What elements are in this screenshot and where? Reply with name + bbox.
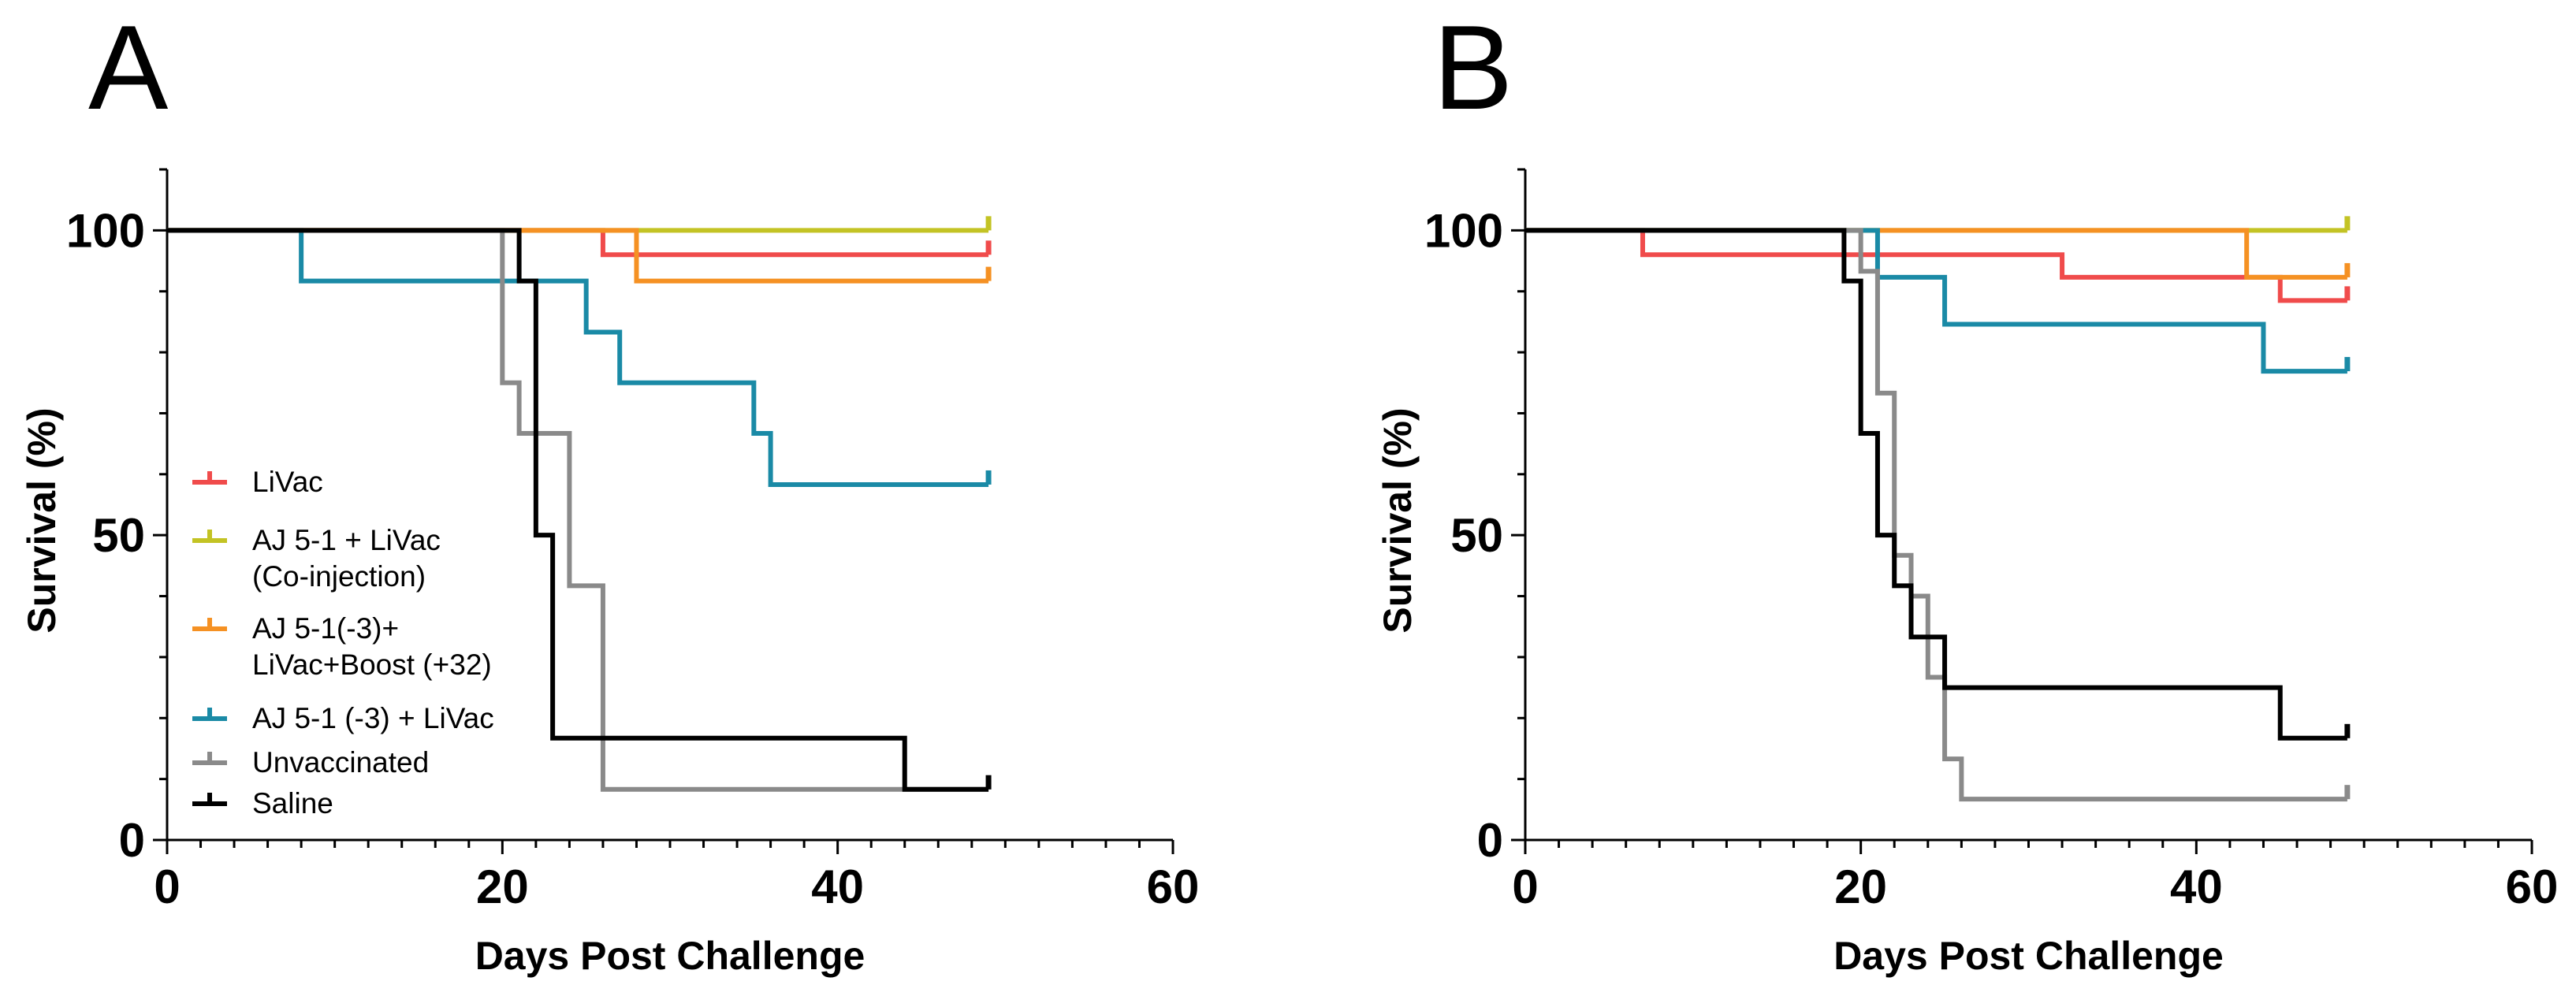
x-axis-title: Days Post Challenge	[475, 934, 865, 978]
series-group	[167, 216, 992, 792]
y-tick-label: 100	[66, 204, 145, 257]
legend-label: AJ 5-1(-3)+	[252, 612, 399, 645]
x-tick-label: 0	[154, 860, 180, 913]
legend-label: AJ 5-1 (-3) + LiVac	[252, 702, 494, 734]
x-tick-label: 20	[476, 860, 529, 913]
panel-letter: A	[88, 1, 169, 135]
panel-a: A 0 20 40 60 0 50 100 Days Post Challenge Surviva…	[20, 1, 1199, 978]
y-tick-label: 50	[92, 509, 145, 562]
panel-b: B 0 20 40 60 0 50 100 Days Post Challenge Surviva…	[1375, 1, 2558, 978]
series-unvaccinated	[1525, 228, 2347, 802]
series-livac	[1525, 228, 2347, 303]
series-saline	[1525, 228, 2347, 741]
legend-entry: LiVac	[192, 466, 323, 498]
series-aj-5-1-3-livac	[167, 228, 989, 487]
x-tick-label: 20	[1834, 860, 1887, 913]
legend-entry: AJ 5-1 (-3) + LiVac	[192, 702, 494, 734]
series-aj-5-1-3-livac-boost-32	[1525, 228, 2347, 280]
x-axis-title: Days Post Challenge	[1833, 934, 2224, 978]
y-tick-label: 0	[1477, 814, 1503, 867]
series-livac	[167, 228, 989, 258]
y-tick-label: 50	[1450, 509, 1503, 562]
legend-label: LiVac	[252, 466, 323, 498]
legend-label: LiVac+Boost (+32)	[252, 649, 492, 681]
legend-label: AJ 5-1 + LiVac	[252, 524, 441, 556]
y-tick-label: 100	[1424, 204, 1503, 257]
y-axis-title: Survival (%)	[20, 407, 64, 633]
legend-entry: Unvaccinated	[192, 746, 429, 779]
panel-letter: B	[1433, 1, 1513, 135]
legend-entry: Saline	[192, 787, 333, 819]
series-saline	[167, 228, 989, 792]
legend-label: Saline	[252, 787, 333, 819]
x-tick-label: 60	[2506, 860, 2559, 913]
y-tick-label: 0	[119, 814, 145, 867]
series-group	[1525, 216, 2351, 802]
legend-entry: AJ 5-1(-3)+ LiVac+Boost (+32)	[192, 612, 492, 681]
legend: LiVac AJ 5-1 + LiVac (Co-injection) AJ 5-1(…	[192, 466, 494, 819]
legend-label: Unvaccinated	[252, 746, 429, 779]
y-axis-title: Survival (%)	[1375, 407, 1420, 633]
legend-label: (Co-injection)	[252, 560, 426, 593]
x-tick-label: 40	[2170, 860, 2223, 913]
x-tick-label: 0	[1512, 860, 1538, 913]
x-tick-label: 60	[1147, 860, 1200, 913]
series-aj-5-1-3-livac	[1525, 228, 2347, 374]
x-tick-label: 40	[811, 860, 864, 913]
legend-entry: AJ 5-1 + LiVac (Co-injection)	[192, 524, 441, 593]
